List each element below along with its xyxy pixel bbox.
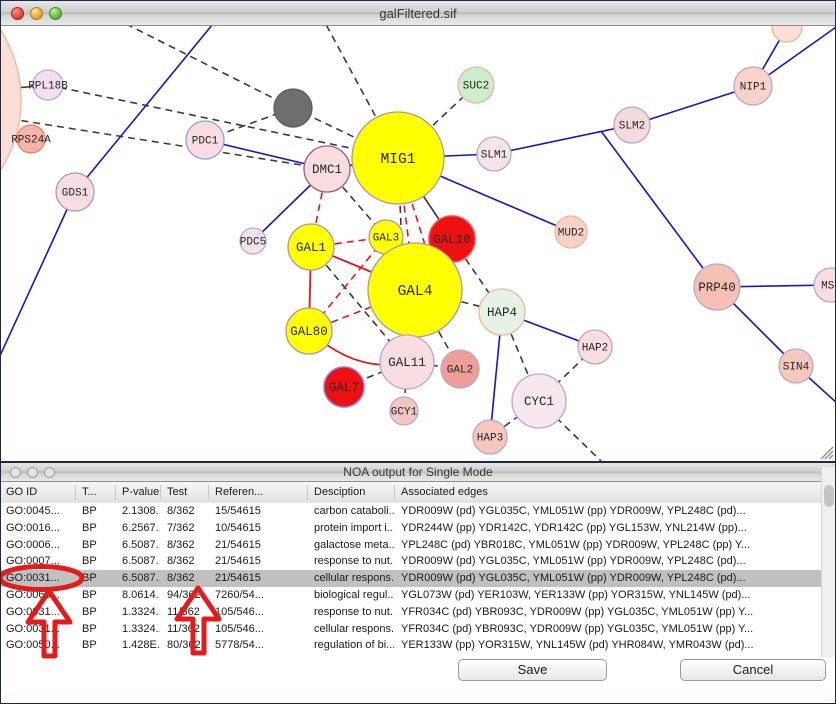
- svg-text:PDC1: PDC1: [192, 136, 219, 148]
- svg-text:SIN4: SIN4: [783, 362, 810, 374]
- svg-text:GDS1: GDS1: [62, 188, 89, 200]
- svg-text:PRP40: PRP40: [698, 281, 736, 295]
- svg-text:RPL18B: RPL18B: [28, 81, 68, 93]
- svg-text:GAL3: GAL3: [373, 233, 399, 245]
- svg-text:MSI: MSI: [821, 281, 836, 293]
- svg-text:GCY1: GCY1: [391, 407, 418, 419]
- svg-text:GAL2: GAL2: [447, 365, 473, 377]
- svg-text:GAL11: GAL11: [388, 356, 426, 370]
- svg-text:GAL4: GAL4: [398, 284, 433, 300]
- svg-text:PDC5: PDC5: [240, 237, 266, 249]
- svg-text:RPS24A: RPS24A: [11, 135, 51, 147]
- svg-text:GAL10: GAL10: [433, 233, 471, 247]
- svg-text:GAL80: GAL80: [290, 325, 328, 339]
- svg-text:SLM2: SLM2: [619, 121, 645, 133]
- svg-text:CYC1: CYC1: [524, 395, 554, 409]
- svg-text:GAL1: GAL1: [296, 241, 326, 255]
- svg-text:HAP3: HAP3: [477, 433, 503, 445]
- svg-text:HAP4: HAP4: [487, 306, 517, 320]
- svg-text:HAP2: HAP2: [582, 343, 608, 355]
- svg-text:SLM1: SLM1: [481, 150, 508, 162]
- svg-text:MUD2: MUD2: [558, 228, 584, 240]
- svg-text:NIP1: NIP1: [740, 82, 767, 94]
- svg-text:MIG1: MIG1: [381, 152, 416, 168]
- svg-text:DMC1: DMC1: [312, 163, 342, 177]
- svg-text:GAL7: GAL7: [329, 381, 359, 395]
- svg-text:SUC2: SUC2: [463, 81, 489, 93]
